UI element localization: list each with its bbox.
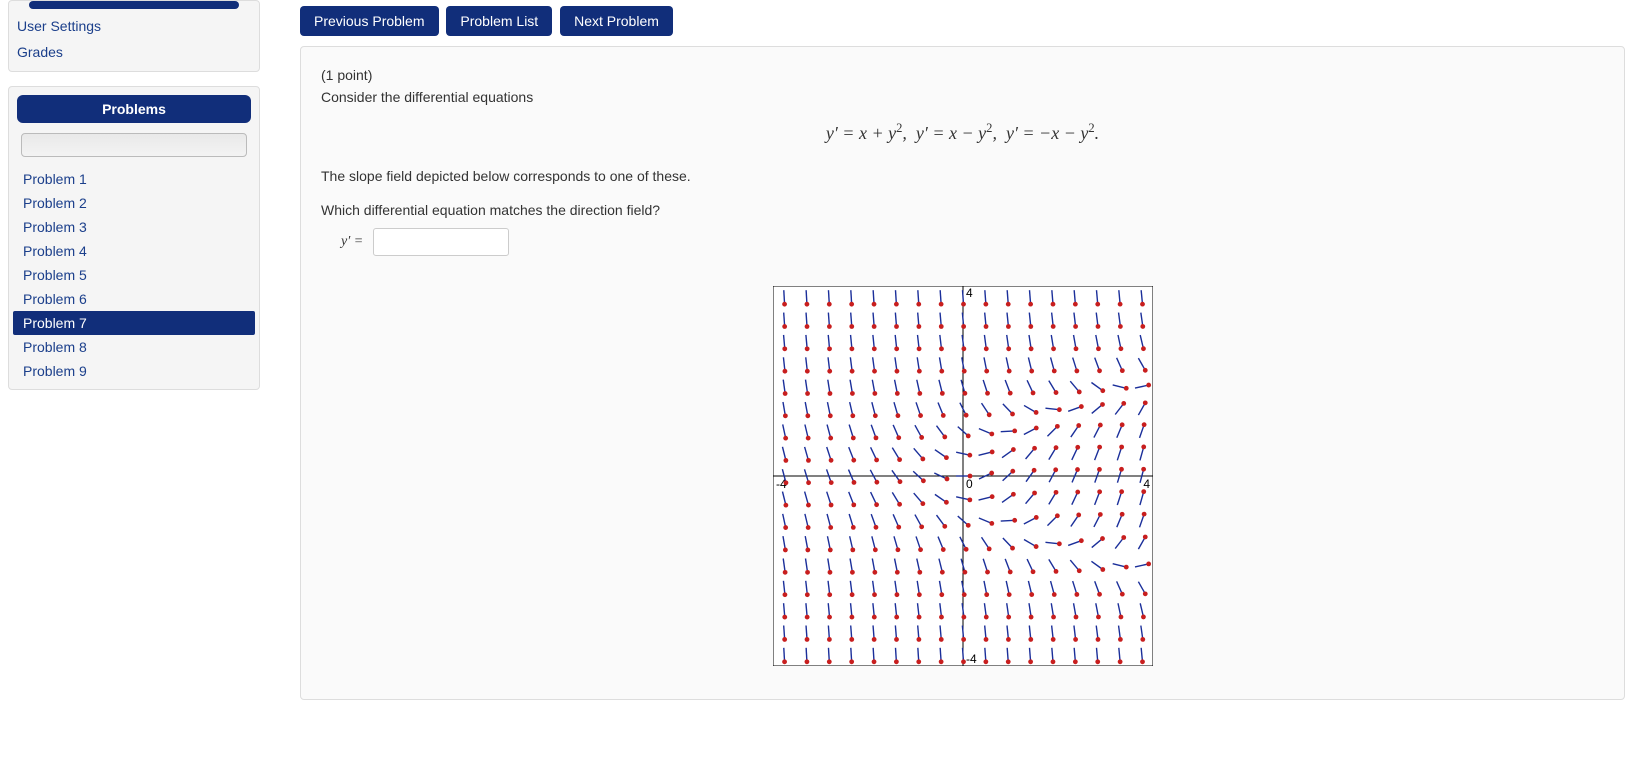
slope-field-figure: 4-4-440 [773,286,1153,666]
sidebar-problem-6[interactable]: Problem 6 [13,287,255,311]
sidebar-problem-5[interactable]: Problem 5 [13,263,255,287]
problem-nav-buttons: Previous Problem Problem List Next Probl… [300,6,1625,36]
sidebar-problem-2[interactable]: Problem 2 [13,191,255,215]
problem-points: (1 point) [321,67,1604,83]
sidebar-link-grades[interactable]: Grades [9,39,259,65]
nav-pill-cutoff [29,1,239,9]
svg-text:4: 4 [1143,477,1150,491]
problem-question: Which differential equation matches the … [321,202,1604,218]
sidebar-problem-3[interactable]: Problem 3 [13,215,255,239]
problem-below-text: The slope field depicted below correspon… [321,168,1604,184]
problems-panel: Problems Problem 1Problem 2Problem 3Prob… [8,86,260,390]
sidebar-problem-4[interactable]: Problem 4 [13,239,255,263]
sidebar-problem-8[interactable]: Problem 8 [13,335,255,359]
svg-text:4: 4 [966,286,973,300]
sidebar-problem-1[interactable]: Problem 1 [13,167,255,191]
problem-equations: y′ = x + y2, y′ = x − y2, y′ = −x − y2. [321,121,1604,144]
problems-header: Problems [17,95,251,123]
sidebar-link-user-settings[interactable]: User Settings [9,13,259,39]
svg-text:0: 0 [966,477,973,491]
answer-input[interactable] [373,228,509,256]
problem-filter-input[interactable] [21,133,247,157]
svg-text:-4: -4 [966,652,977,666]
answer-label: y′ = [341,234,363,250]
prev-problem-button[interactable]: Previous Problem [300,6,439,36]
sidebar-problem-9[interactable]: Problem 9 [13,359,255,383]
sidebar-problem-7[interactable]: Problem 7 [13,311,255,335]
nav-panel: User Settings Grades [8,0,260,72]
problem-intro: Consider the differential equations [321,89,1604,105]
problem-list-button[interactable]: Problem List [446,6,552,36]
next-problem-button[interactable]: Next Problem [560,6,673,36]
problem-container: (1 point) Consider the differential equa… [300,46,1625,700]
